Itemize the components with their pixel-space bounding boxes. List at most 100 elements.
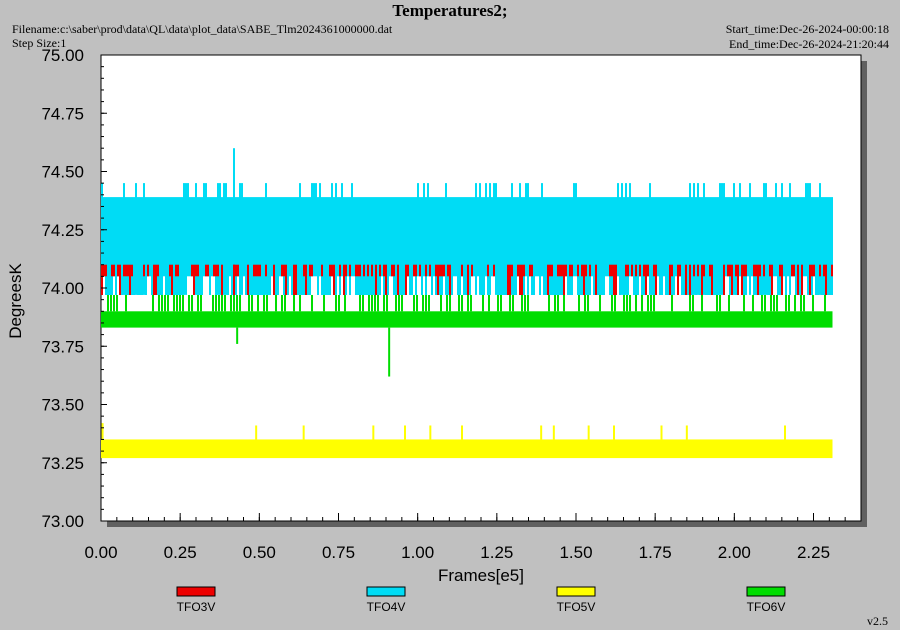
band-bar — [563, 294, 565, 312]
band-bar — [459, 197, 461, 295]
band-bar — [377, 197, 379, 295]
band-bar — [113, 264, 115, 277]
band-bar — [693, 183, 695, 295]
band-bar — [297, 197, 299, 295]
band-bar — [519, 264, 521, 295]
band-bar — [329, 197, 331, 295]
band-bar — [275, 294, 277, 312]
band-bar — [293, 264, 295, 295]
band-bar — [669, 264, 671, 295]
band-bar — [667, 197, 669, 295]
band-bar — [673, 197, 675, 295]
band-bar — [689, 294, 691, 312]
band-bar — [524, 294, 526, 312]
band-bar — [523, 197, 525, 295]
band-bar — [101, 183, 103, 295]
band-bar — [477, 197, 479, 277]
band-bar — [355, 264, 357, 277]
band-bar — [173, 294, 175, 312]
band-bar — [611, 197, 613, 295]
band-bar — [279, 197, 281, 277]
band-bar — [458, 294, 460, 312]
band-bar — [509, 294, 511, 312]
band-bar — [217, 264, 219, 277]
band-bar — [571, 197, 573, 295]
band-bar — [381, 197, 383, 277]
band-bar — [407, 197, 409, 277]
band-bar — [383, 294, 385, 312]
band-bar — [191, 294, 193, 312]
band-bar — [655, 264, 657, 295]
band-bar — [445, 183, 447, 295]
band-bar — [431, 197, 433, 295]
band-bar — [107, 197, 109, 295]
band-bar — [357, 197, 359, 295]
band-bar — [761, 294, 763, 312]
band-bar — [649, 183, 651, 295]
band-bar — [527, 183, 529, 295]
band-bar — [455, 197, 457, 277]
band-bar — [197, 264, 199, 277]
band-bar — [221, 294, 223, 312]
band-bar — [533, 197, 535, 295]
band-bar — [339, 197, 341, 295]
band-bar — [203, 183, 205, 277]
band-bar — [393, 264, 395, 277]
band-bar — [271, 197, 273, 277]
band-bar — [771, 264, 773, 295]
band-bar — [119, 264, 121, 295]
band-bar — [781, 264, 783, 295]
band-bar — [525, 183, 527, 277]
band-bar — [703, 183, 705, 295]
band-bar — [215, 197, 217, 295]
band-bar — [651, 197, 653, 295]
band-bar — [613, 264, 615, 295]
x-tick-label: 1.75 — [639, 543, 672, 562]
band-bar — [415, 264, 417, 277]
band-bar — [373, 197, 375, 295]
band-bar — [611, 264, 613, 277]
band-bar — [449, 197, 451, 277]
band-bar — [803, 197, 805, 277]
band-bar — [693, 264, 695, 277]
band-bar — [143, 183, 145, 295]
y-tick-label: 74.00 — [41, 279, 84, 298]
band-bar — [135, 183, 137, 295]
band-bar — [671, 197, 673, 295]
band-bar — [153, 264, 155, 295]
band-bar — [447, 197, 449, 295]
band-bar — [137, 197, 139, 295]
band-bar — [159, 197, 161, 295]
series-tfo6v — [101, 294, 833, 377]
band-bar — [379, 264, 381, 277]
band-bar — [361, 197, 363, 295]
band-bar — [521, 294, 523, 312]
band-bar — [547, 264, 549, 295]
band-bar — [819, 183, 821, 295]
band-bar — [681, 197, 683, 295]
band-bar — [351, 183, 353, 277]
band-bar — [499, 197, 501, 295]
band-bar — [167, 197, 169, 295]
band-bar — [393, 197, 395, 295]
band-bar — [305, 197, 307, 277]
band-bar — [425, 294, 427, 312]
band-bar — [437, 264, 439, 295]
band-bar — [770, 294, 772, 312]
band-bar — [338, 294, 340, 312]
band-bar — [363, 264, 365, 277]
band-bar — [221, 264, 223, 295]
band-bar — [461, 294, 463, 312]
band-bar — [167, 294, 169, 312]
band-bar — [387, 197, 389, 295]
band-bar — [647, 197, 649, 277]
band-bar — [527, 294, 529, 312]
band-bar — [285, 197, 287, 295]
band-bar — [367, 264, 369, 277]
band-bar — [727, 264, 729, 277]
filename-label: Filename:c:\saber\prod\data\QL\data\plot… — [12, 22, 393, 36]
band-bar — [145, 197, 147, 295]
band-bar — [161, 294, 163, 312]
band-bar — [248, 294, 250, 312]
band-bar — [763, 183, 765, 295]
